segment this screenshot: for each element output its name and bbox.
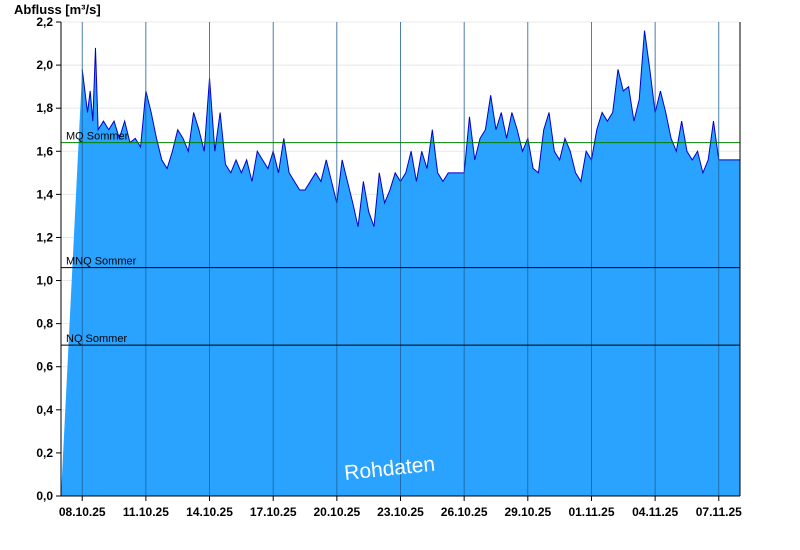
reference-line-label: MQ Sommer [66,131,129,143]
y-tick-label: 1,2 [36,230,53,244]
y-tick-label: 0,6 [36,360,53,374]
y-tick-label: 0,0 [36,489,53,503]
reference-line-label: NQ Sommer [66,333,127,345]
y-tick-label: 1,4 [36,187,53,201]
y-tick-labels: 0,0 0,2 0,4 0,6 0,8 1,0 1,2 1,4 1,6 1,8 2,0 2,2 [36,15,61,503]
x-tick-label: 04.11.25 [632,505,678,519]
vertical-gridlines [81,22,720,496]
x-tick-label: 11.10.25 [123,505,169,519]
x-tick-label: 01.11.25 [568,505,614,519]
y-tick-label: 1,8 [36,101,53,115]
y-tick-label: 1,0 [36,274,53,288]
y-tick-label: 2,0 [36,58,53,72]
y-tick-label: 0,2 [36,446,53,460]
y-tick-label: 0,8 [36,317,53,331]
x-tick-label: 20.10.25 [313,505,360,519]
reference-line-label: MNQ Sommer [66,256,137,268]
discharge-series-line [81,30,740,227]
x-tick-label: 23.10.25 [377,505,424,519]
y-axis-title: Abfluss [m³/s] [14,2,101,17]
x-tick-label: 07.11.25 [696,505,742,519]
x-tick-label: 29.10.25 [504,505,551,519]
x-tick-label: 14.10.25 [186,505,233,519]
x-tick-label: 08.10.25 [59,505,106,519]
y-tick-label: 2,2 [36,15,53,29]
y-tick-label: 0,4 [36,403,53,417]
x-tick-label: 17.10.25 [250,505,297,519]
y-tick-label: 1,6 [36,144,53,158]
x-tick-label: 26.10.25 [441,505,488,519]
x-tick-labels: 08.10.25 11.10.25 14.10.25 17.10.25 20.10.25… [59,496,742,519]
reference-lines: MQ Sommer MNQ Sommer NQ Sommer [61,131,740,346]
